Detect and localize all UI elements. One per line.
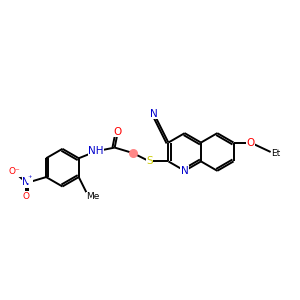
Text: ⁺: ⁺ [28, 174, 32, 183]
Text: O⁻: O⁻ [8, 167, 20, 176]
Text: S: S [146, 156, 153, 167]
Text: N: N [150, 109, 158, 119]
Text: O: O [246, 138, 255, 148]
Text: O: O [114, 127, 122, 137]
Text: O: O [22, 192, 30, 201]
Text: Me: Me [86, 192, 100, 201]
Text: NH: NH [88, 146, 104, 156]
Text: N: N [22, 178, 30, 188]
Text: N: N [181, 166, 189, 176]
Text: Et: Et [271, 149, 280, 158]
